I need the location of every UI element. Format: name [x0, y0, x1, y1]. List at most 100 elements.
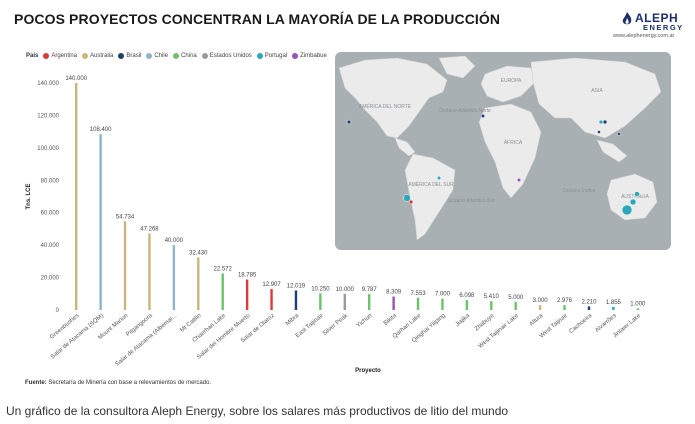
map-point-china-3	[617, 132, 621, 136]
legend-item-label: Chile	[154, 53, 169, 59]
bar	[123, 221, 127, 310]
bar	[172, 245, 176, 310]
source-note: Fuente: Secretaría de Minería con base a…	[25, 380, 211, 386]
bar	[392, 296, 395, 310]
map-point-wa-2	[634, 191, 640, 197]
logo-url: www.alephenergy.com.ar	[613, 33, 675, 39]
map-point-brasil	[436, 175, 442, 181]
bar-value-label: 12.019	[287, 284, 306, 290]
bar-value-label: 1.000	[630, 301, 646, 307]
bar-value-label: 12.907	[262, 282, 281, 288]
bar-chart: 0 20.000 40.000 60.000 80.000 100.000 120.000 1…	[26, 76, 646, 374]
x-category-label: Alvarrões	[594, 313, 617, 334]
bar-value-label: 8.309	[386, 290, 402, 296]
source-text: Secretaría de Minería con base a relevam…	[48, 380, 212, 386]
map-point-bikita	[516, 177, 522, 183]
source-label: Fuente:	[25, 380, 47, 386]
x-category-label: Zhabuye	[474, 313, 496, 333]
y-tick-label: 120.000	[37, 113, 59, 119]
legend-item[interactable]: China	[173, 53, 197, 59]
legend-item-label: China	[181, 53, 197, 59]
bar	[538, 305, 542, 310]
map-label-indian-ocean: Océano Índico	[563, 187, 595, 194]
x-category-label: Mt Cattlin	[179, 313, 202, 334]
legend-item[interactable]: Australia	[82, 53, 113, 59]
bar-value-label: 6.098	[459, 293, 475, 299]
legend-item[interactable]: Argentina	[43, 53, 77, 59]
y-tick-label: 100.000	[37, 146, 59, 152]
world-map-graphic: AMÉRICA DEL NORTE Océano Atlántico Norte…	[338, 55, 662, 241]
y-tick-label: 80.000	[41, 178, 60, 184]
legend-dot-icon	[292, 53, 299, 59]
legend-title: País	[26, 53, 39, 59]
legend-item[interactable]: Chile	[146, 53, 168, 59]
bar	[294, 290, 298, 310]
legend-dot-icon	[173, 53, 180, 59]
map-point-atacama	[403, 194, 411, 202]
south-america-shape	[404, 153, 456, 241]
bar-value-label: 40.000	[165, 238, 184, 244]
chart-headline: POCOS PROYECTOS CONCENTRAN LA MAYORÍA DE…	[14, 11, 501, 27]
legend-item[interactable]: Estados Unidos	[201, 53, 252, 59]
bar-value-label: 7.553	[411, 291, 427, 297]
chart-card: POCOS PROYECTOS CONCENTRAN LA MAYORÍA DE…	[14, 11, 684, 386]
legend-dot-icon	[201, 53, 208, 59]
x-category-label: Bikita	[383, 313, 399, 327]
bar	[587, 306, 591, 310]
legend-dot-icon	[118, 53, 125, 59]
bar	[221, 273, 224, 310]
map-label-australia: AUSTRALIA	[621, 194, 649, 200]
map-point-qinghai	[598, 119, 604, 125]
bar	[612, 306, 615, 310]
north-america-shape	[338, 57, 448, 139]
legend-item[interactable]: Portugal	[256, 53, 288, 59]
x-category-label: Yichun	[356, 313, 374, 329]
map-label-south-atlantic: Océano Atlántico Sur	[447, 198, 494, 204]
legend-item-label: Portugal	[264, 53, 288, 59]
map-label-north-america: AMÉRICA DEL NORTE	[359, 103, 412, 110]
bar	[99, 134, 102, 310]
y-axis-title: Tns. LCE	[26, 183, 32, 209]
map-label-europe: EUROPA	[501, 78, 522, 84]
bar-value-label: 5.000	[508, 295, 524, 301]
y-tick-label: 20.000	[41, 276, 60, 282]
bar-value-label: 5.410	[484, 294, 500, 300]
bar	[416, 297, 420, 310]
legend-item[interactable]: Zimbabue	[292, 53, 327, 59]
legend-item[interactable]: Brasil	[118, 53, 141, 59]
x-category-label: Mibra	[285, 313, 301, 328]
bar	[514, 301, 517, 310]
map-point-china-1	[602, 119, 608, 125]
map-label-south-america: AMÉRICA DEL SUR	[408, 181, 454, 188]
australia-shape	[606, 173, 658, 221]
map-point-silver-peak	[346, 119, 352, 125]
bar	[319, 293, 322, 310]
logo-name-line1: ALEPH	[635, 11, 679, 25]
asia-shape	[530, 57, 662, 139]
legend-item-label: Argentina	[51, 53, 78, 59]
bar-value-label: 7.000	[435, 292, 451, 298]
legend-dot-icon	[256, 53, 263, 59]
bar-value-label: 108.400	[90, 127, 112, 133]
greenland-shape	[438, 55, 476, 79]
logo-name-line2: ENERGY	[643, 23, 684, 32]
legend-item-label: Australia	[90, 53, 114, 59]
bar-value-label: 54.734	[116, 214, 135, 220]
legend-item-label: Estados Unidos	[209, 53, 252, 59]
bar	[490, 301, 493, 310]
legend-item-label: Zimbabue	[300, 53, 327, 59]
map-label-north-atlantic: Océano Atlántico Norte	[439, 108, 491, 114]
map-label-africa: ÁFRICA	[504, 139, 523, 146]
legend-dot-icon	[82, 53, 89, 59]
legend-item-label: Brasil	[126, 53, 142, 59]
map-label-asia: ASIA	[591, 88, 603, 94]
map-point-argentina	[408, 199, 414, 205]
central-america-shape	[394, 137, 416, 157]
bar	[368, 294, 371, 310]
bar	[148, 233, 151, 310]
bar-value-label: 47.268	[140, 226, 159, 232]
x-category-label: Altura	[529, 313, 545, 328]
bar	[465, 300, 469, 310]
legend-dot-icon	[43, 53, 50, 59]
bar	[636, 308, 639, 310]
